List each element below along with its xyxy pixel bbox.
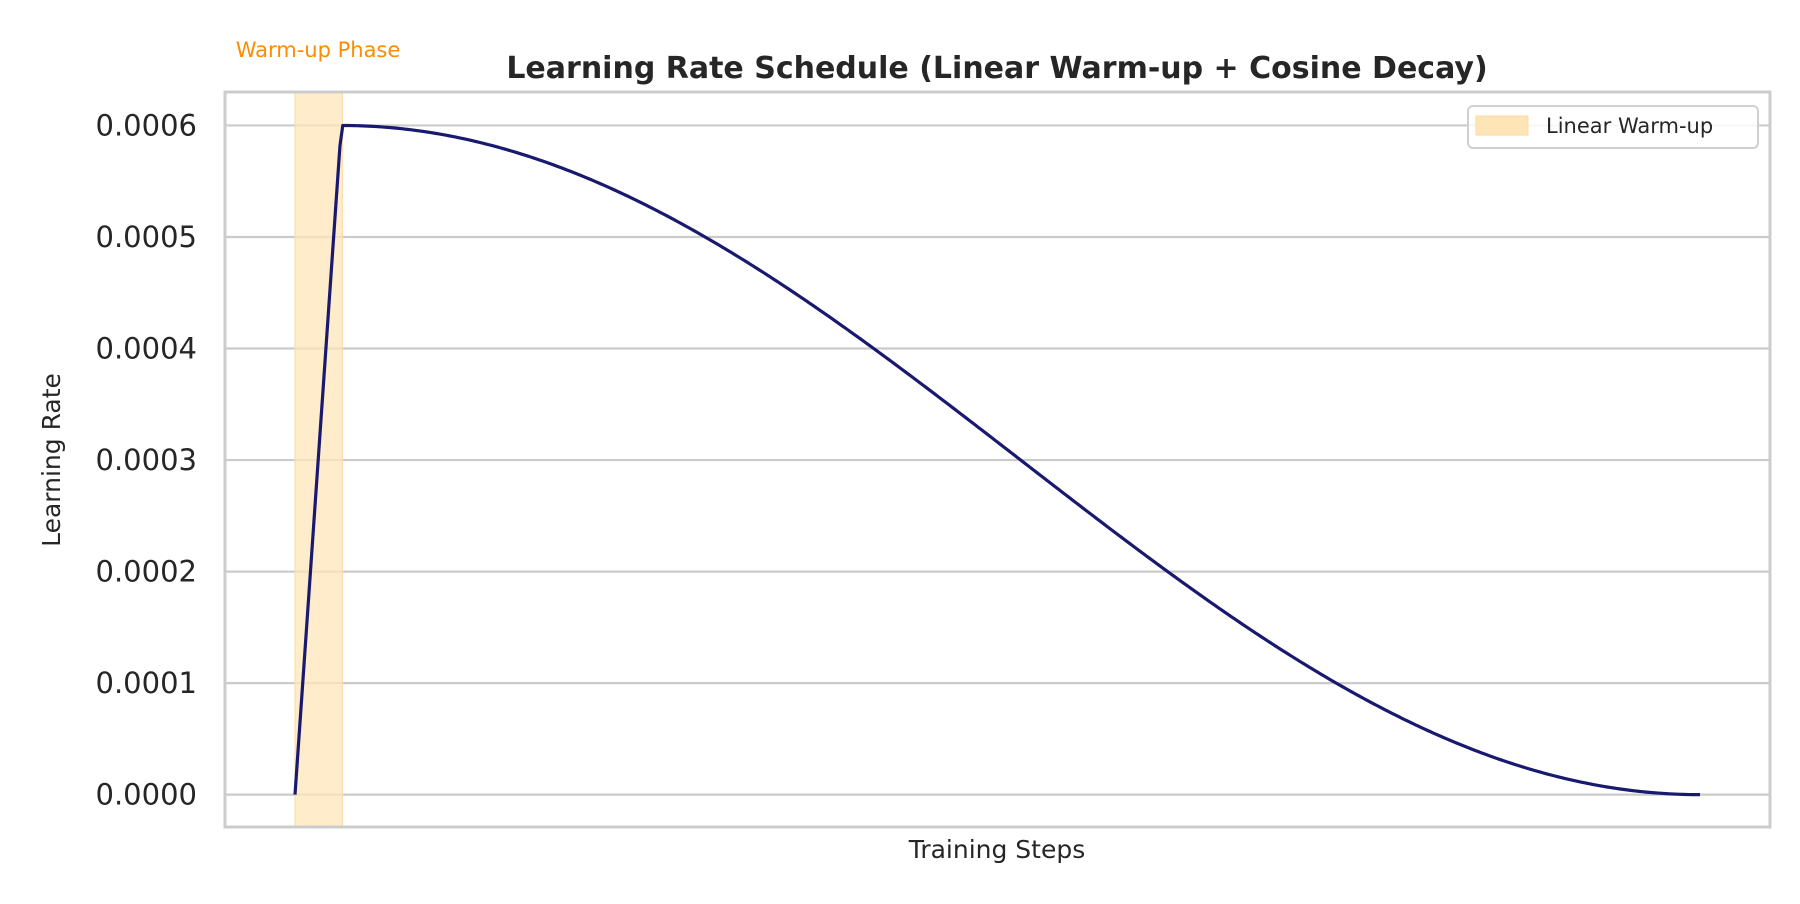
y-tick-label: 0.0000 [96, 778, 197, 812]
y-tick-label: 0.0004 [96, 332, 197, 366]
chart-title: Learning Rate Schedule (Linear Warm-up +… [506, 51, 1487, 86]
legend-swatch-warmup [1475, 115, 1529, 136]
legend-box [1467, 105, 1759, 149]
plot-frame [223, 90, 1772, 829]
y-tick-label: 0.0002 [96, 555, 197, 589]
y-tick-label: 0.0003 [96, 443, 197, 477]
warmup-phase-annotation: Warm-up Phase [236, 38, 401, 62]
learning-rate-line [293, 123, 1701, 797]
grid-layer [225, 124, 1770, 796]
y-tick-label: 0.0005 [96, 220, 197, 254]
y-tick-label: 0.0001 [96, 666, 197, 700]
y-tick-label: 0.0006 [96, 108, 197, 142]
series-layer [293, 123, 1701, 797]
y-tick-labels: 0.0000 0.0001 0.0002 0.0003 0.0004 0.0005 0.00… [96, 108, 197, 811]
y-axis-label: Learning Rate [37, 373, 66, 547]
legend-label-warmup: Linear Warm-up [1546, 114, 1713, 138]
legend: Linear Warm-up [1467, 105, 1759, 149]
x-axis-label: Training Steps [908, 835, 1086, 864]
